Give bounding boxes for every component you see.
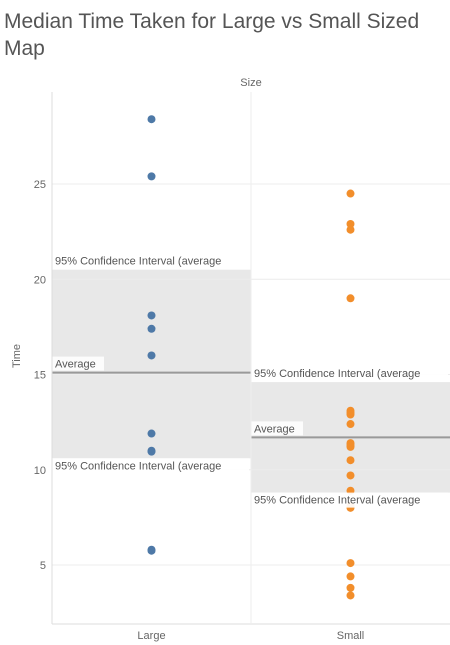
ci-lower-label: 95% Confidence Interval (average — [254, 495, 420, 507]
data-point — [346, 572, 355, 581]
ci-lower-label: 95% Confidence Interval (average — [55, 460, 221, 472]
data-point — [147, 351, 156, 360]
average-label: Average — [55, 359, 96, 371]
x-tick-label: Large — [137, 630, 165, 642]
y-tick-label: 25 — [34, 179, 46, 191]
data-point — [346, 420, 355, 429]
ci-upper-label: 95% Confidence Interval (average — [55, 256, 221, 268]
data-point — [147, 447, 156, 456]
average-label: Average — [254, 423, 295, 435]
chart-title: Median Time Taken for Large vs Small Siz… — [4, 10, 420, 60]
data-point — [346, 583, 355, 592]
data-point — [147, 546, 156, 555]
ci-upper-label-bg — [251, 366, 448, 382]
data-point — [346, 456, 355, 465]
data-point — [346, 442, 355, 451]
y-tick-label: 5 — [40, 560, 46, 572]
data-point — [346, 189, 355, 198]
y-tick-label: 20 — [34, 274, 46, 286]
average-label-bg — [251, 421, 303, 436]
data-point — [346, 591, 355, 600]
data-point — [147, 429, 156, 438]
data-point — [346, 220, 355, 229]
data-point — [147, 311, 156, 320]
data-point — [346, 471, 355, 480]
data-point — [346, 410, 355, 419]
y-axis-label: Time — [11, 344, 23, 368]
data-point — [147, 115, 156, 124]
ci-upper-label-bg — [52, 253, 249, 269]
data-point — [147, 324, 156, 333]
y-tick-label: 15 — [34, 370, 46, 382]
data-point — [346, 294, 355, 303]
ci-upper-label: 95% Confidence Interval (average — [254, 368, 420, 380]
ci-lower-label-bg — [251, 492, 448, 508]
y-tick-label: 10 — [34, 465, 46, 477]
x-tick-label: Small — [337, 630, 365, 642]
data-point — [346, 559, 355, 568]
data-point — [147, 172, 156, 181]
column-header: Size — [240, 77, 261, 89]
average-label-bg — [52, 356, 104, 371]
data-point — [346, 225, 355, 234]
ci-lower-label-bg — [52, 458, 249, 474]
